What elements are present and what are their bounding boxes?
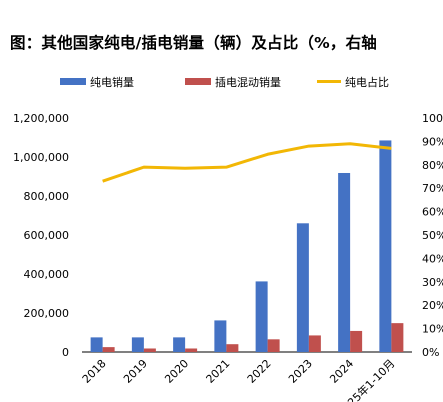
y-axis-right: 0% 10% 20% 30% 40% 50% 60% 70% 80% 90% 100% (422, 112, 443, 359)
legend-label-bev: 纯电销量 (90, 75, 134, 89)
x-tick-label: 2022 (245, 357, 274, 386)
bar-bev (296, 223, 309, 352)
bar-phev (102, 347, 115, 352)
y-left-tick-label: 1,000,000 (13, 151, 69, 164)
chart-title: 图：其他国家纯电/插电销量（辆）及占比（%，右轴 (10, 34, 377, 52)
y-left-tick-label: 800,000 (24, 190, 70, 203)
share-line-series (102, 142, 392, 183)
y-axis-left: 0 200,000 400,000 600,000 800,000 1,000,000 1,… (13, 112, 69, 359)
legend-swatch-phev (185, 78, 211, 85)
x-tick-label: 2023 (286, 357, 315, 386)
y-right-tick-label: 100% (422, 112, 443, 125)
bar-bev (131, 337, 144, 352)
bar-phev (226, 344, 239, 352)
y-left-tick-label: 400,000 (24, 268, 70, 281)
x-tick-label: 2018 (80, 357, 109, 386)
bar-phev (143, 348, 156, 352)
x-tick-label: 2020 (162, 357, 191, 386)
share-line (102, 142, 392, 183)
y-right-tick-label: 40% (422, 252, 443, 265)
x-tick-label: 2021 (204, 357, 233, 386)
y-left-tick-label: 1,200,000 (13, 112, 69, 125)
bar-phev (350, 330, 363, 352)
bar-phev (267, 339, 280, 352)
bar-bev (214, 320, 227, 352)
x-tick-label: 2019 (121, 357, 150, 386)
y-right-tick-label: 50% (422, 229, 443, 242)
legend-label-share: 纯电占比 (345, 75, 389, 89)
bar-phev (308, 335, 321, 352)
bar-phev (185, 348, 198, 352)
y-right-tick-label: 90% (422, 135, 443, 148)
legend-swatch-bev (60, 78, 86, 85)
bar-bev (379, 140, 392, 352)
x-tick-label: 2024 (327, 357, 356, 386)
y-right-tick-label: 70% (422, 182, 443, 195)
y-left-tick-label: 200,000 (24, 307, 70, 320)
bar-bev (255, 281, 268, 352)
y-right-tick-label: 10% (422, 323, 443, 336)
y-left-tick-label: 0 (62, 346, 69, 359)
legend: 纯电销量 插电混动销量 纯电占比 (60, 75, 389, 89)
y-right-tick-label: 0% (422, 346, 439, 359)
bar-series (90, 140, 404, 352)
y-right-tick-label: 20% (422, 299, 443, 312)
y-right-tick-label: 30% (422, 276, 443, 289)
y-right-tick-label: 60% (422, 206, 443, 219)
y-left-tick-label: 600,000 (24, 229, 70, 242)
bar-bev (338, 172, 351, 352)
y-right-tick-label: 80% (422, 159, 443, 172)
legend-label-phev: 插电混动销量 (215, 75, 281, 89)
bar-phev (391, 323, 404, 352)
bar-bev (90, 337, 103, 352)
bar-bev (173, 337, 186, 352)
